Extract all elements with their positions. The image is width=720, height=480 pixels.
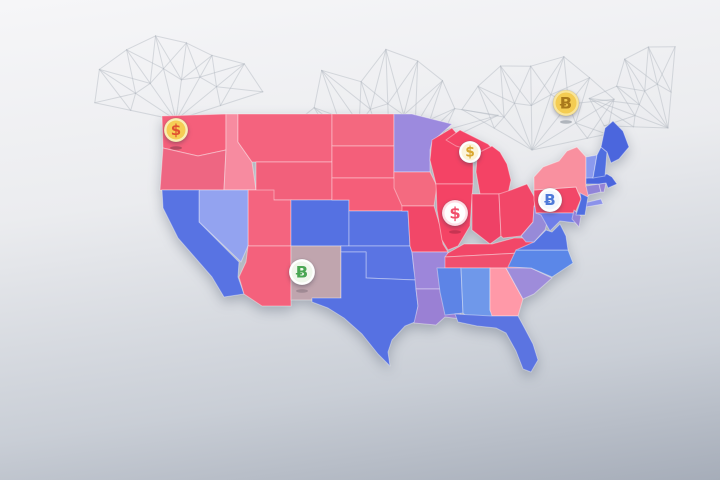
state-sd[interactable] [331, 145, 395, 179]
state-mt[interactable] [237, 113, 333, 163]
new-mexico-coin-face [291, 261, 313, 283]
state-ms[interactable] [436, 267, 464, 316]
washington-coin-symbol: $ [171, 121, 181, 139]
state-sc[interactable] [505, 267, 553, 300]
state-mi[interactable] [475, 145, 512, 195]
new-mexico-coin-marker[interactable]: Ƀ [288, 258, 316, 286]
illinois-coin-marker[interactable]: $ [441, 199, 469, 227]
lake-michigan-coin-face [461, 143, 479, 161]
state-ks[interactable] [348, 210, 411, 247]
new-york-coin-symbol: Ƀ [560, 93, 572, 112]
state-al[interactable] [460, 267, 495, 319]
new-mexico-coin-symbol: Ƀ [296, 262, 308, 281]
state-nj[interactable] [575, 192, 589, 216]
state-ia[interactable] [393, 171, 438, 207]
new-york-coin-shadow [560, 120, 572, 124]
new-york-coin-marker[interactable]: Ƀ [552, 89, 580, 117]
state-co[interactable] [290, 199, 350, 247]
state-va[interactable] [515, 223, 569, 251]
state-az[interactable] [238, 245, 292, 307]
pennsylvania-coin-marker[interactable]: Ƀ [537, 187, 563, 213]
state-in[interactable] [471, 193, 502, 245]
state-me[interactable] [600, 120, 630, 164]
state-ct[interactable] [585, 183, 602, 196]
new-york-coin-face [555, 92, 577, 114]
lake-michigan-coin-symbol: $ [465, 145, 475, 161]
illinois-coin-symbol: $ [449, 203, 460, 222]
washington-coin-face [166, 120, 186, 140]
illinois-coin-face [444, 202, 466, 224]
coin-markers: $ Ƀ $ $ Ƀ Ƀ [163, 89, 580, 293]
pennsylvania-coin-symbol: Ƀ [544, 191, 555, 209]
washington-coin-shadow [170, 146, 182, 150]
us-map [159, 113, 630, 373]
washington-coin-marker[interactable]: $ [163, 117, 189, 143]
state-nd[interactable] [331, 113, 395, 147]
new-mexico-coin-shadow [296, 289, 308, 293]
state-nh[interactable] [592, 146, 608, 179]
illinois-coin-shadow [449, 230, 461, 234]
lake-michigan-coin-marker[interactable]: $ [458, 140, 482, 164]
pennsylvania-coin-face [540, 190, 560, 210]
state-fl[interactable] [454, 313, 539, 373]
